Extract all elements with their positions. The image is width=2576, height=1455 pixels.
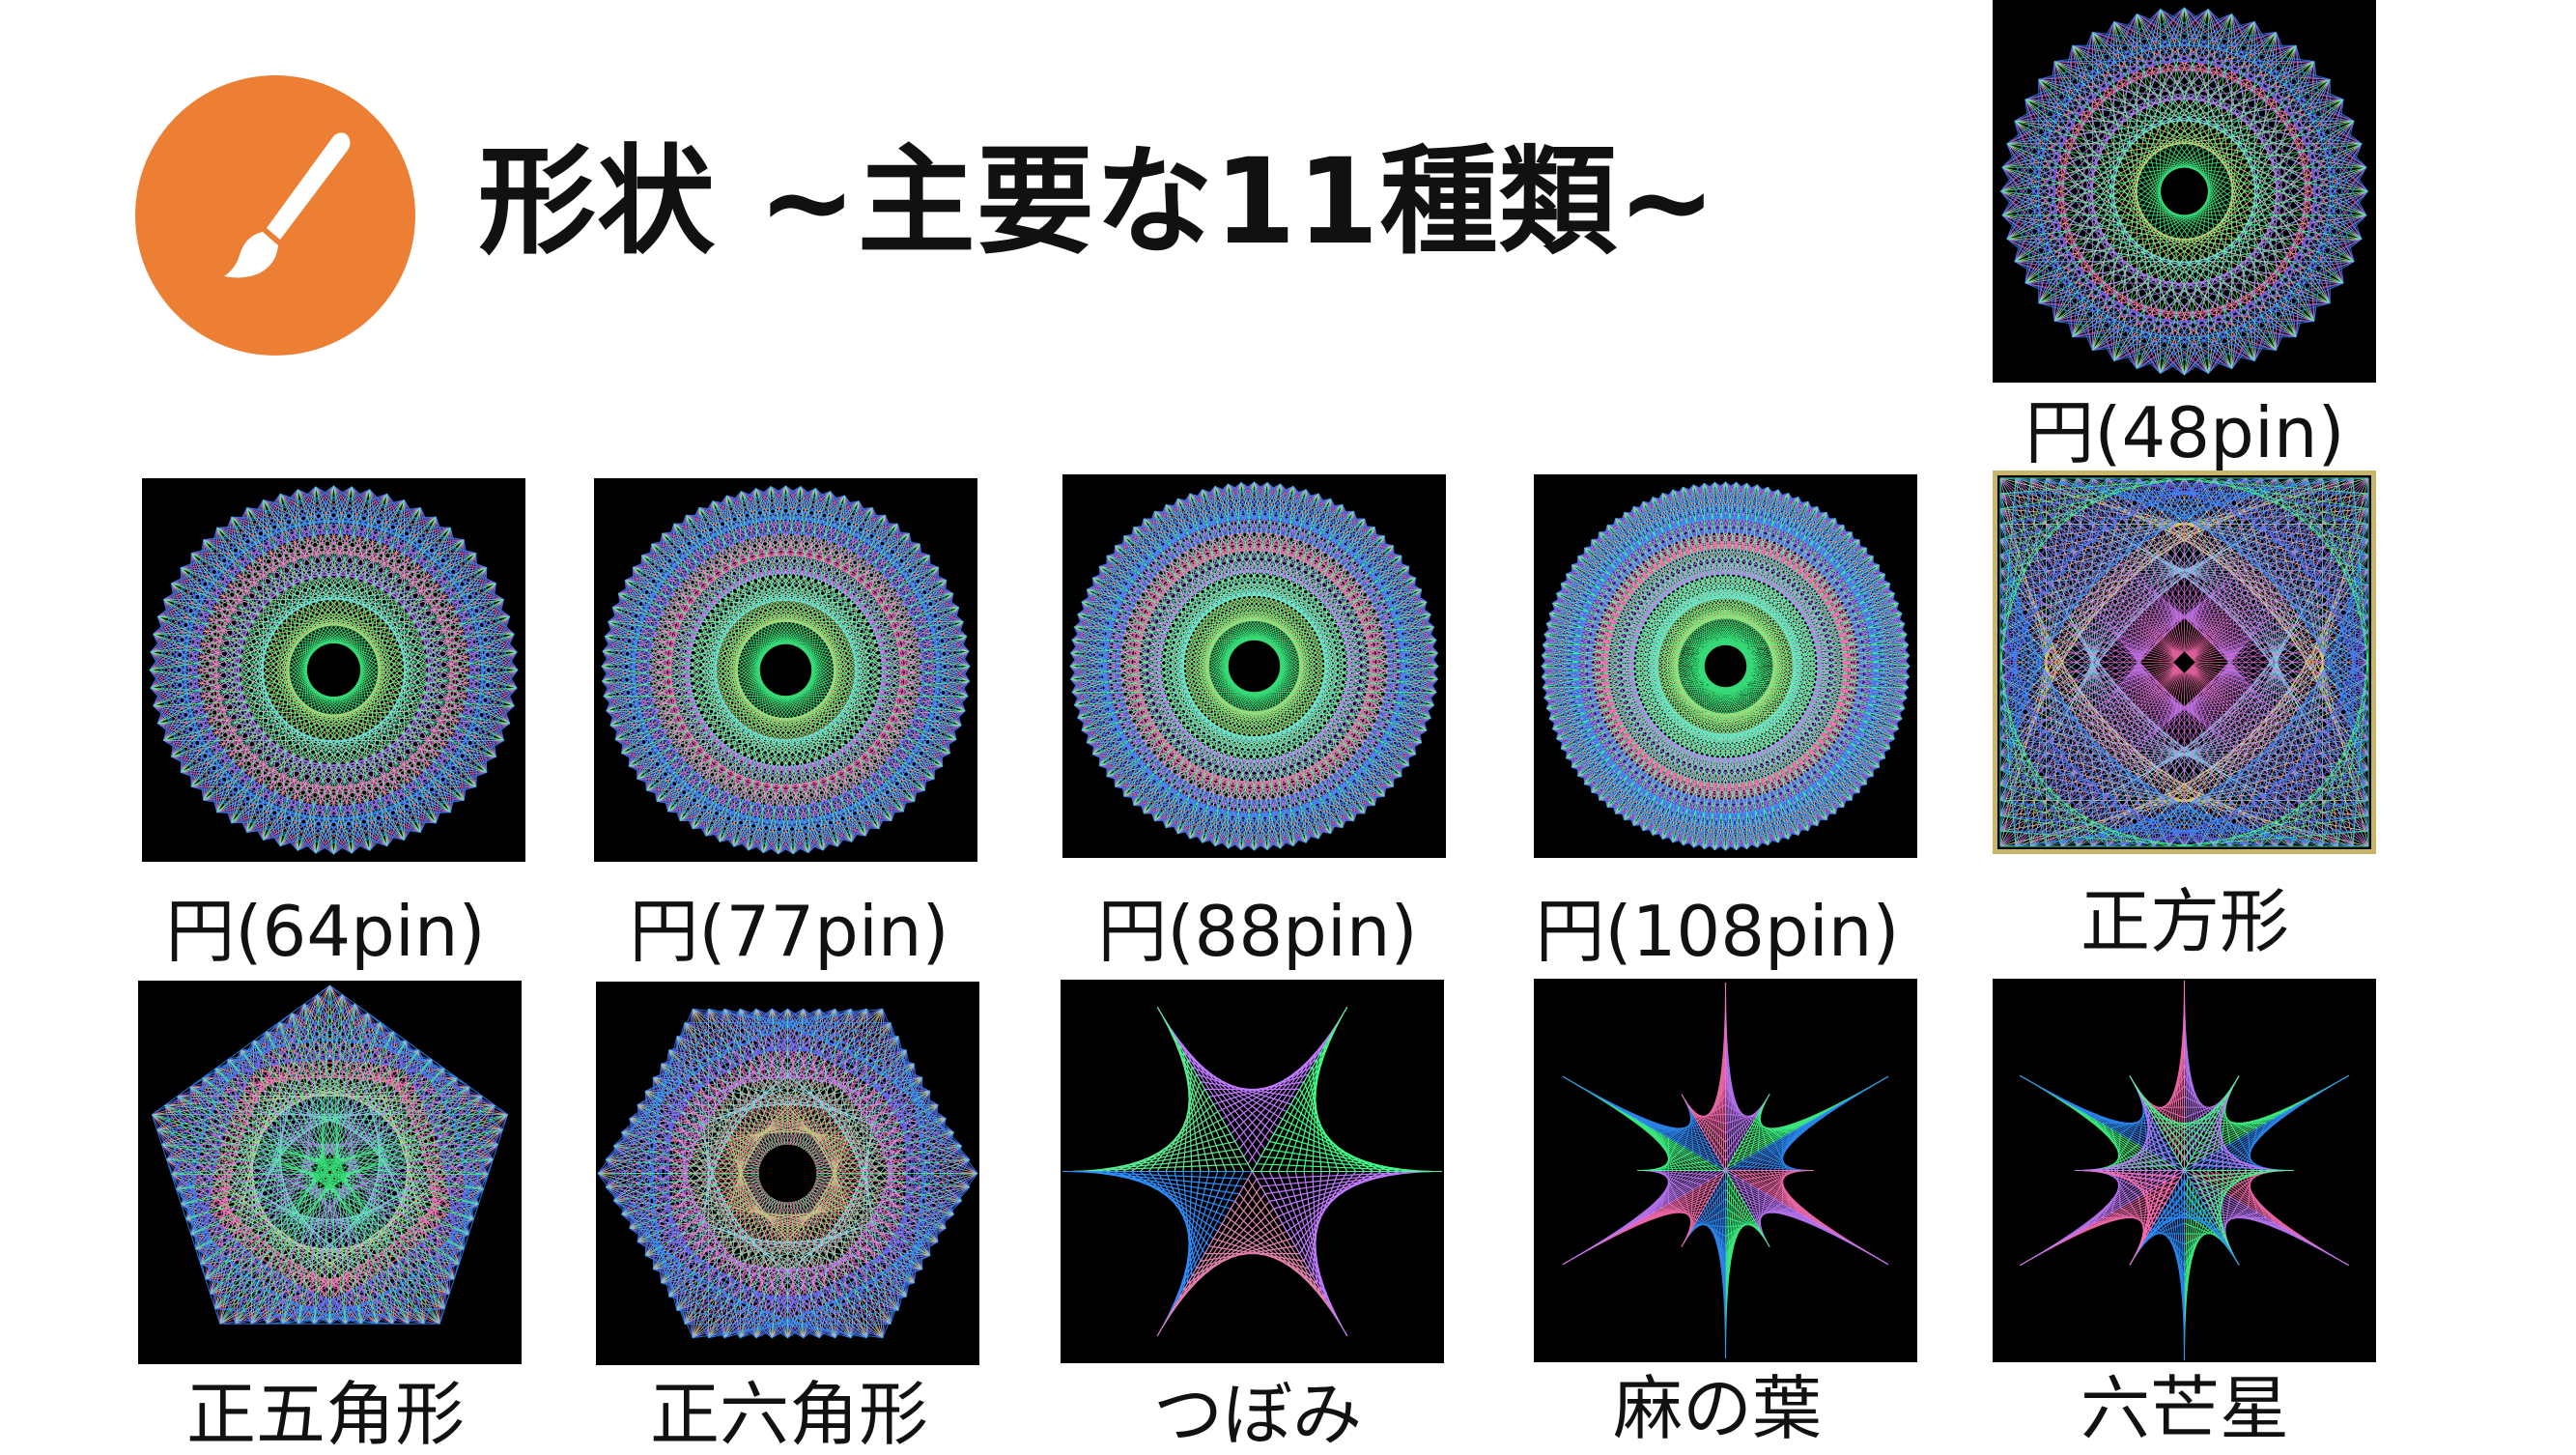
shape-label-circle-77pin: 円(77pin) bbox=[629, 891, 949, 972]
shape-label-pentagon: 正五角形 bbox=[185, 1374, 465, 1455]
shape-label-circle-88pin: 円(88pin) bbox=[1097, 891, 1418, 972]
string-art-drawing bbox=[1062, 1007, 1443, 1336]
shape-image-bud bbox=[1061, 980, 1444, 1363]
string-art-drawing bbox=[2020, 980, 2349, 1361]
shape-label-hemp-leaf: 麻の葉 bbox=[1612, 1368, 1822, 1449]
shape-image-circle-88pin bbox=[1062, 474, 1446, 858]
shape-image-circle-48pin bbox=[1993, 0, 2376, 383]
page-title: 形状 ~主要な11種類~ bbox=[478, 133, 1717, 271]
string-art-drawing bbox=[149, 485, 519, 855]
shape-image-circle-108pin bbox=[1534, 474, 1917, 858]
shape-label-circle-48pin: 円(48pin) bbox=[2024, 392, 2345, 473]
shape-label-circle-108pin: 円(108pin) bbox=[1535, 891, 1900, 972]
string-art-drawing bbox=[1069, 481, 1439, 851]
string-art-drawing bbox=[597, 1008, 978, 1339]
string-art-drawing bbox=[2000, 7, 2368, 376]
shape-label-square: 正方形 bbox=[2080, 881, 2289, 962]
logo-circle bbox=[135, 75, 415, 356]
paintbrush-icon bbox=[224, 132, 351, 278]
shape-image-hemp-leaf bbox=[1534, 979, 1917, 1362]
shape-label-circle-64pin: 円(64pin) bbox=[165, 891, 486, 972]
string-art-drawing bbox=[1999, 477, 2369, 847]
shape-image-hexagon bbox=[596, 982, 979, 1365]
shape-label-hexagram: 六芒星 bbox=[2080, 1368, 2289, 1449]
string-art-drawing bbox=[151, 984, 509, 1325]
shape-image-square bbox=[1993, 471, 2376, 854]
shape-image-hexagram bbox=[1993, 979, 2376, 1362]
shape-label-bud: つぼみ bbox=[1152, 1374, 1362, 1455]
shape-image-circle-77pin bbox=[594, 478, 977, 862]
shape-label-hexagon: 正六角形 bbox=[649, 1374, 928, 1455]
string-art-drawing bbox=[1562, 982, 1889, 1359]
shape-image-circle-64pin bbox=[142, 478, 525, 862]
string-art-drawing bbox=[1541, 481, 1911, 851]
shape-image-pentagon bbox=[138, 981, 522, 1364]
paintbrush-logo bbox=[135, 75, 415, 356]
string-art-drawing bbox=[601, 485, 971, 855]
